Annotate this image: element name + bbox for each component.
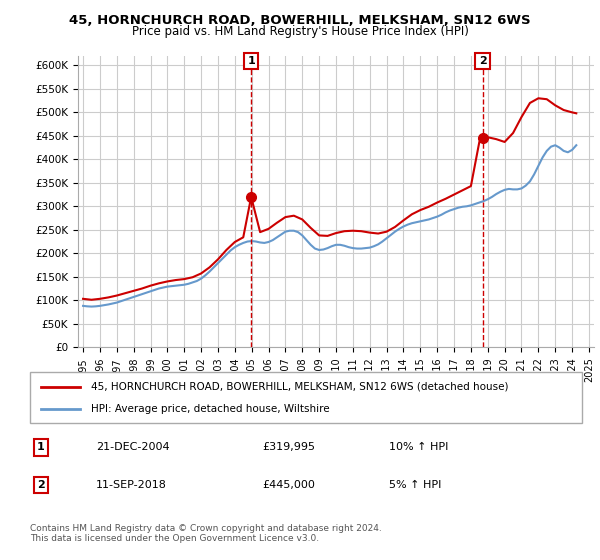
Text: HPI: Average price, detached house, Wiltshire: HPI: Average price, detached house, Wilt… xyxy=(91,404,329,414)
Text: 21-DEC-2004: 21-DEC-2004 xyxy=(96,442,170,452)
Text: 1: 1 xyxy=(247,56,255,66)
FancyBboxPatch shape xyxy=(30,372,582,423)
Text: 10% ↑ HPI: 10% ↑ HPI xyxy=(389,442,448,452)
Text: Contains HM Land Registry data © Crown copyright and database right 2024.
This d: Contains HM Land Registry data © Crown c… xyxy=(30,524,382,543)
Text: £319,995: £319,995 xyxy=(262,442,315,452)
Text: 45, HORNCHURCH ROAD, BOWERHILL, MELKSHAM, SN12 6WS: 45, HORNCHURCH ROAD, BOWERHILL, MELKSHAM… xyxy=(69,14,531,27)
Text: 2: 2 xyxy=(479,56,487,66)
Text: Price paid vs. HM Land Registry's House Price Index (HPI): Price paid vs. HM Land Registry's House … xyxy=(131,25,469,38)
Text: 5% ↑ HPI: 5% ↑ HPI xyxy=(389,480,441,490)
Text: 2: 2 xyxy=(37,480,45,490)
Text: 11-SEP-2018: 11-SEP-2018 xyxy=(96,480,167,490)
Text: 45, HORNCHURCH ROAD, BOWERHILL, MELKSHAM, SN12 6WS (detached house): 45, HORNCHURCH ROAD, BOWERHILL, MELKSHAM… xyxy=(91,381,508,391)
Text: £445,000: £445,000 xyxy=(262,480,315,490)
Text: 1: 1 xyxy=(37,442,45,452)
